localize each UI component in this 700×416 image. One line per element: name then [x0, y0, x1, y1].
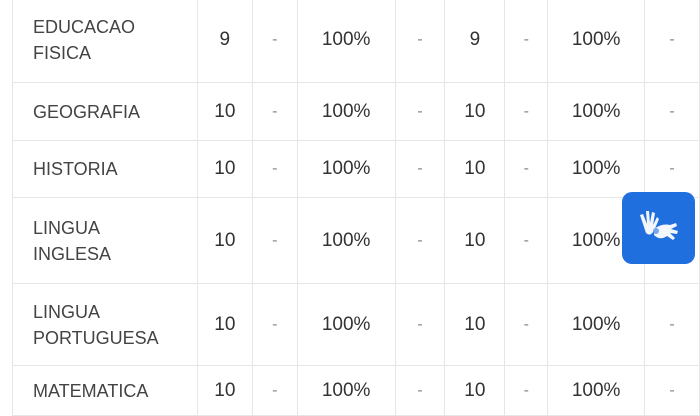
value-cell: 100%	[296, 82, 396, 141]
table-row: EDUCACAO FISICA 9-100% -9-100% -	[12, 0, 700, 83]
value-cell: -	[394, 140, 446, 198]
value-cell: 10	[444, 365, 506, 416]
value-cell: 100%	[547, 283, 646, 366]
sign-language-hands-icon	[639, 211, 678, 240]
value-cell: -	[504, 0, 549, 83]
value-cell: 10	[444, 140, 506, 198]
subject-cell: GEOGRAFIA	[12, 82, 198, 141]
subject-cell: EDUCACAO FISICA	[12, 0, 198, 83]
value-cell: -	[504, 365, 549, 416]
value-cell: -	[251, 140, 298, 198]
value-cell: -	[644, 365, 700, 416]
value-cell: 10	[196, 82, 253, 141]
value-cell: 100%	[547, 140, 646, 198]
value-cell: 100%	[296, 365, 396, 416]
value-cell: -	[644, 82, 700, 141]
value-cell: -	[504, 197, 549, 284]
value-cell: -	[251, 82, 298, 141]
value-cell: 100%	[296, 283, 396, 366]
value-cell: -	[644, 283, 700, 366]
value-cell: -	[644, 0, 700, 83]
value-cell: -	[251, 197, 298, 284]
value-cell: 10	[196, 140, 253, 198]
value-cell: -	[394, 0, 446, 83]
value-cell: 10	[196, 365, 253, 416]
value-cell: -	[251, 283, 298, 366]
value-cell: -	[394, 365, 446, 416]
subject-cell: HISTORIA	[12, 140, 198, 198]
value-cell: -	[394, 82, 446, 141]
table-row: MATEMATICA 10-100% -10-100% -	[12, 365, 700, 416]
grades-table: EDUCACAO FISICA 9-100% -9-100% - GEOGRAFIA 10…	[12, 0, 700, 416]
value-cell: -	[504, 283, 549, 366]
value-cell: 10	[444, 283, 506, 366]
value-cell: 10	[444, 197, 506, 284]
value-cell: -	[394, 283, 446, 366]
subject-cell: LINGUA PORTUGUESA	[12, 283, 198, 366]
value-cell: 100%	[547, 0, 646, 83]
value-cell: 9	[196, 0, 253, 83]
value-cell: -	[251, 0, 298, 83]
value-cell: -	[504, 82, 549, 141]
value-cell: 10	[444, 82, 506, 141]
value-cell: -	[504, 140, 549, 198]
value-cell: 100%	[547, 82, 646, 141]
table-row: HISTORIA 10-100% -10-100% -	[12, 140, 700, 198]
value-cell: 100%	[296, 0, 396, 83]
value-cell: 9	[444, 0, 506, 83]
value-cell: -	[644, 140, 700, 198]
value-cell: 10	[196, 197, 253, 284]
value-cell: 100%	[296, 140, 396, 198]
value-cell: 100%	[547, 365, 646, 416]
value-cell: -	[251, 365, 298, 416]
value-cell: 100%	[296, 197, 396, 284]
subject-cell: MATEMATICA	[12, 365, 198, 416]
value-cell: 10	[196, 283, 253, 366]
value-cell: -	[394, 197, 446, 284]
table-row: GEOGRAFIA 10-100% -10-100% -	[12, 82, 700, 141]
accessibility-button[interactable]	[622, 192, 695, 264]
table-row: LINGUA PORTUGUESA 10-100% -10-100% -	[12, 283, 700, 366]
subject-cell: LINGUA INGLESA	[12, 197, 198, 284]
